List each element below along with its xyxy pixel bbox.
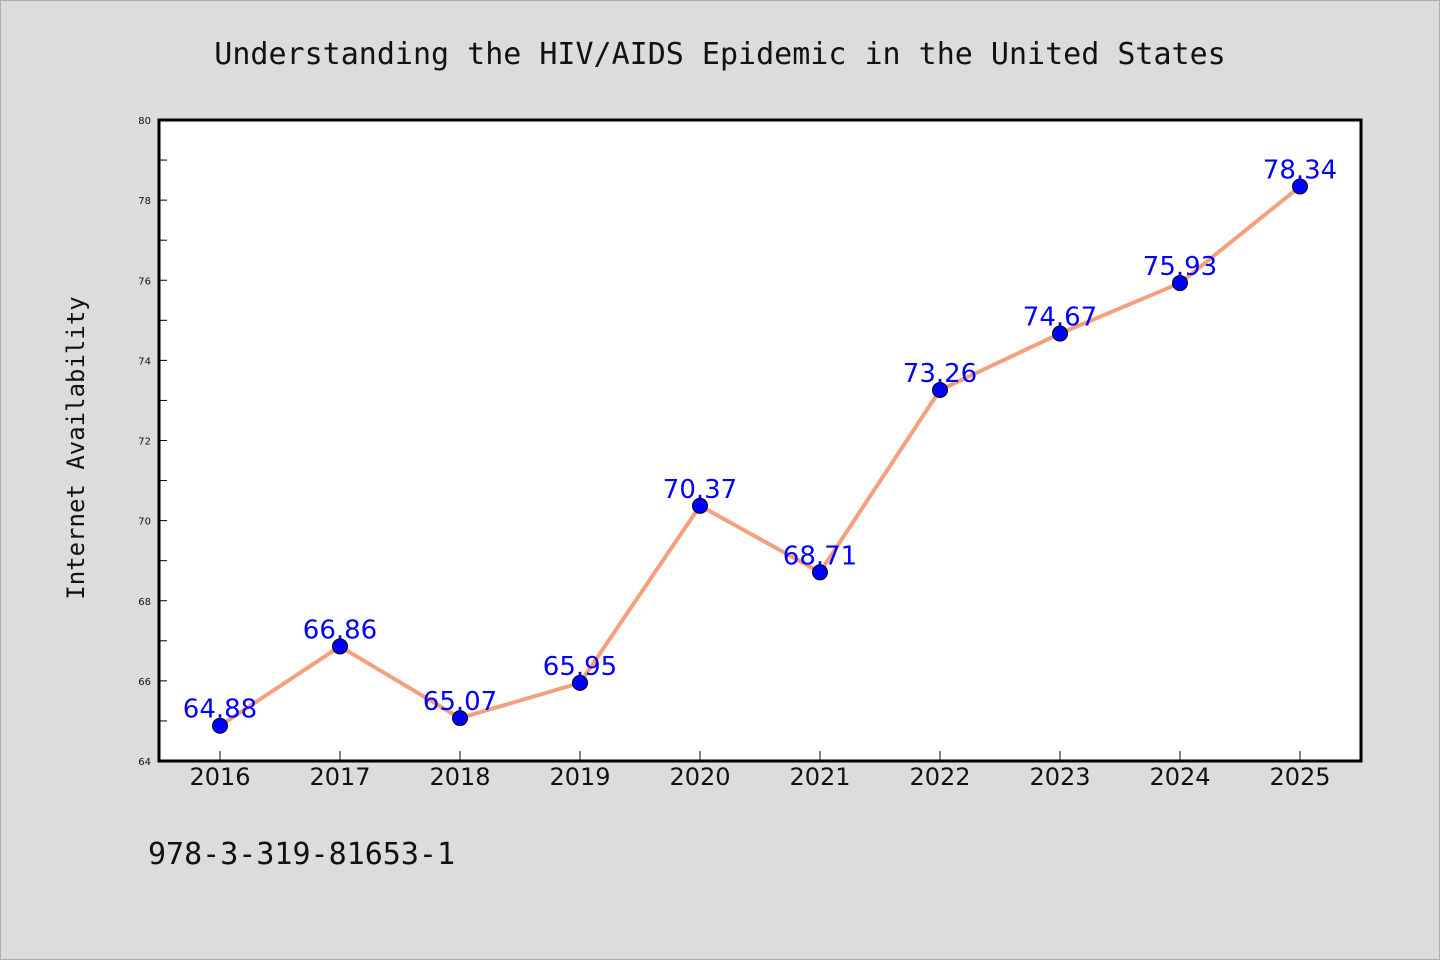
x-tick-label: 2017: [309, 763, 370, 791]
data-point: [332, 638, 348, 655]
data-labels: 64.88 66.86 65.07 65.95 70.37 68.71 73.26 74.67…: [183, 156, 1337, 725]
chart-title: Understanding the HIV/AIDS Epidemic in t…: [214, 37, 1225, 72]
x-tick-label: 2022: [909, 763, 970, 791]
data-label: 78.34: [1263, 156, 1337, 186]
y-tick-label: 76: [138, 276, 151, 287]
x-axis: 2016 2017 2018 2019 2020 2021 2022 2023 2024 2025: [189, 751, 1331, 791]
plot-area: [157, 118, 1363, 763]
data-point: [692, 497, 708, 514]
data-point: [932, 382, 948, 399]
x-tick-label: 2020: [669, 763, 730, 791]
data-label: 65.95: [543, 652, 617, 682]
data-point: [812, 564, 828, 581]
y-tick-label: 80: [138, 116, 151, 127]
y-tick-label: 72: [138, 437, 151, 448]
y-tick-label: 78: [138, 196, 151, 207]
x-tick-label: 2025: [1269, 763, 1330, 791]
data-label: 65.07: [423, 687, 497, 717]
data-point: [452, 710, 468, 727]
x-tick-label: 2016: [189, 763, 250, 791]
data-point: [1052, 325, 1068, 342]
x-tick-label: 2019: [549, 763, 610, 791]
data-point: [212, 717, 228, 734]
y-tick-label: 66: [138, 677, 151, 688]
y-axis-label: Internet Availability: [62, 296, 90, 599]
y-tick-label: 74: [138, 356, 151, 367]
x-tick-label: 2023: [1029, 763, 1090, 791]
y-axis: 64 66 68 70 72 74 76 78 80: [138, 116, 167, 768]
series-line: [218, 184, 1302, 728]
data-label: 73.26: [903, 359, 977, 389]
series-markers: [212, 178, 1308, 734]
x-tick-label: 2024: [1149, 763, 1210, 791]
y-tick-label: 70: [138, 517, 151, 528]
isbn-footer: 978-3-319-81653-1: [148, 837, 455, 872]
data-label: 74.67: [1023, 303, 1097, 333]
data-point: [1172, 275, 1188, 292]
y-tick-label: 68: [138, 597, 151, 608]
data-label: 68.71: [783, 541, 857, 571]
x-tick-label: 2018: [429, 763, 490, 791]
data-point: [1292, 178, 1308, 195]
y-tick-label: 64: [138, 757, 151, 768]
data-point: [572, 674, 588, 691]
data-label: 66.86: [303, 615, 377, 645]
data-label: 75.93: [1143, 252, 1217, 282]
x-tick-label: 2021: [789, 763, 850, 791]
data-label: 64.88: [183, 695, 257, 725]
data-label: 70.37: [663, 475, 737, 505]
